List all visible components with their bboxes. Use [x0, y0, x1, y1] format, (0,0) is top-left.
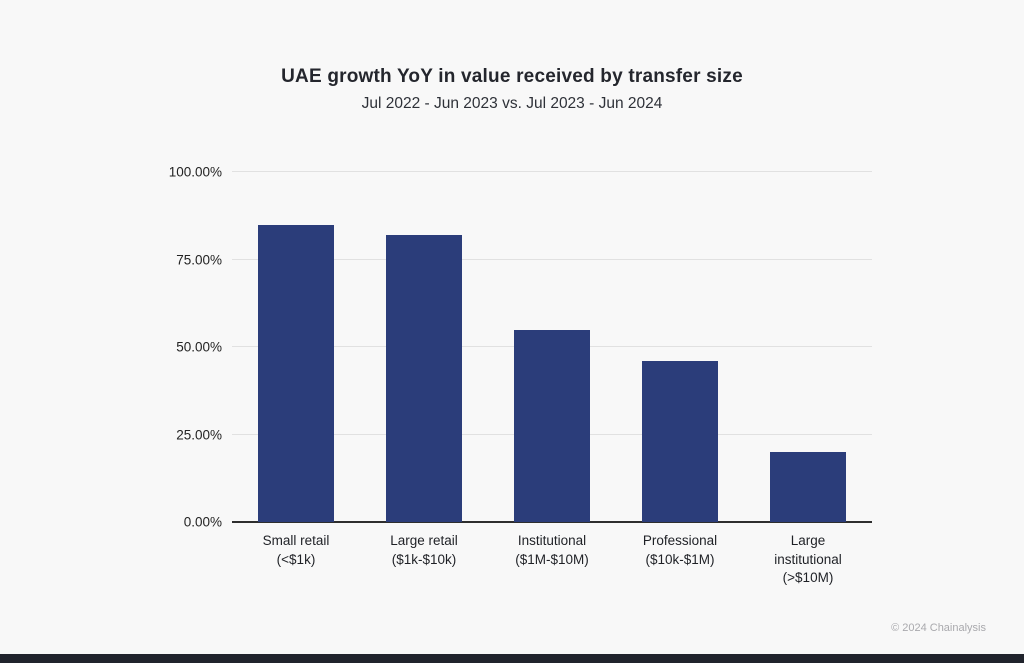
x-label-slot: Large retail ($1k-$10k): [360, 532, 488, 588]
y-tick-label: 25.00%: [176, 427, 222, 442]
x-axis-label: Small retail (<$1k): [262, 533, 330, 567]
y-axis-labels: 0.00% 25.00% 50.00% 75.00% 100.00%: [140, 165, 222, 530]
gridline: [232, 258, 872, 260]
x-label-slot: Small retail (<$1k): [232, 532, 360, 588]
y-tick-label: 100.00%: [168, 164, 222, 180]
bar-slot: [744, 172, 872, 522]
bars: [232, 172, 872, 522]
copyright-text: © 2024 Chainalysis: [891, 622, 986, 634]
bar: [642, 361, 718, 522]
x-axis-labels: Small retail (<$1k) Large retail ($1k-$10k)…: [232, 532, 872, 588]
x-axis-label: Large institutional (>$10M): [774, 533, 842, 586]
bar: [386, 235, 462, 522]
bar-slot: [488, 172, 616, 522]
x-label-slot: Institutional ($1M-$10M): [488, 532, 616, 588]
bar-slot: [360, 172, 488, 522]
x-axis-label: Institutional ($1M-$10M): [515, 533, 589, 567]
bottom-accent-bar: [0, 654, 1024, 663]
y-tick-label: 0.00%: [183, 514, 222, 530]
x-label-slot: Professional ($10k-$1M): [616, 532, 744, 588]
y-tick-label: 75.00%: [176, 252, 222, 267]
gridline: [232, 171, 872, 172]
bar-slot: [232, 172, 360, 522]
chart-title: UAE growth YoY in value received by tran…: [281, 66, 743, 87]
x-label-slot: Large institutional (>$10M): [744, 532, 872, 588]
bar-slot: [616, 172, 744, 522]
y-tick-label: 50.00%: [176, 339, 222, 355]
x-axis-line: [232, 521, 872, 523]
plot-area: [232, 171, 872, 523]
bar: [514, 329, 590, 522]
bar: [770, 452, 846, 522]
x-axis-label: Large retail ($1k-$10k): [390, 533, 458, 567]
bar: [258, 224, 334, 522]
x-axis-label: Professional ($10k-$1M): [642, 533, 718, 567]
chart-subtitle: Jul 2022 - Jun 2023 vs. Jul 2023 - Jun 2…: [361, 95, 663, 112]
